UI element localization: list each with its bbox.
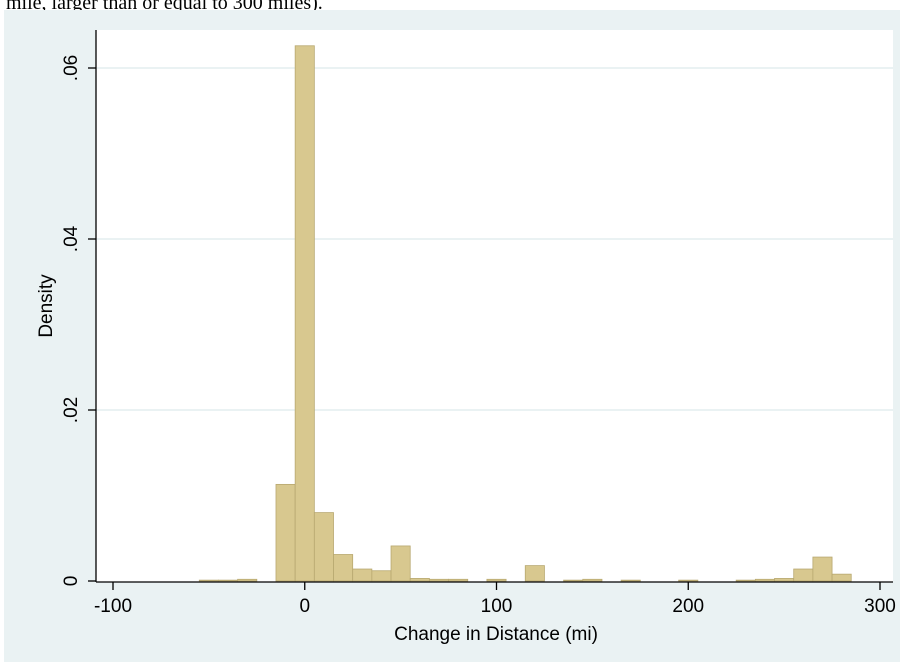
histogram-bar [793, 568, 814, 582]
histogram-bar [735, 579, 756, 582]
histogram-bar [524, 565, 545, 582]
y-tick-label: 0 [61, 576, 82, 587]
y-tick-label: .04 [61, 225, 82, 252]
x-tick-label: 200 [672, 596, 704, 617]
histogram-bar [294, 45, 315, 582]
histogram-bar [218, 579, 239, 582]
histogram-bar [198, 579, 219, 582]
histogram-bar [448, 578, 469, 582]
histogram-bar [333, 554, 354, 582]
histogram-bar [409, 578, 430, 582]
x-tick-label: 300 [864, 596, 896, 617]
histogram-bar [812, 556, 833, 582]
x-axis-title: Change in Distance (mi) [394, 624, 598, 645]
histogram-bar [678, 579, 699, 582]
histogram-bar [390, 545, 411, 582]
histogram-bar [275, 483, 296, 582]
y-tick-label: .06 [61, 55, 82, 81]
y-axis-title: Density [36, 274, 57, 338]
gridlines [96, 67, 893, 411]
histogram-bar [620, 579, 641, 582]
histogram-bars [198, 45, 852, 582]
histogram-bar [371, 570, 392, 582]
histogram-bar [831, 573, 852, 582]
histogram-bar [774, 578, 795, 582]
y-tick-label: .02 [61, 397, 82, 423]
x-tick-label: 0 [299, 596, 310, 617]
plot-area [96, 30, 893, 582]
histogram-bar [313, 512, 334, 582]
histogram-bar [237, 578, 258, 582]
histogram-bar [486, 578, 507, 582]
histogram-bar [352, 568, 373, 582]
axes [95, 30, 893, 583]
x-tick-label: 100 [481, 596, 513, 617]
histogram-bar [582, 578, 603, 582]
x-tick-label: -100 [94, 596, 132, 617]
histogram-bar [754, 578, 775, 582]
ticks: -100 0 100 200 300 0 .02 .04 .06 [61, 55, 896, 617]
histogram-bar [563, 579, 584, 582]
histogram-bar [428, 578, 449, 582]
